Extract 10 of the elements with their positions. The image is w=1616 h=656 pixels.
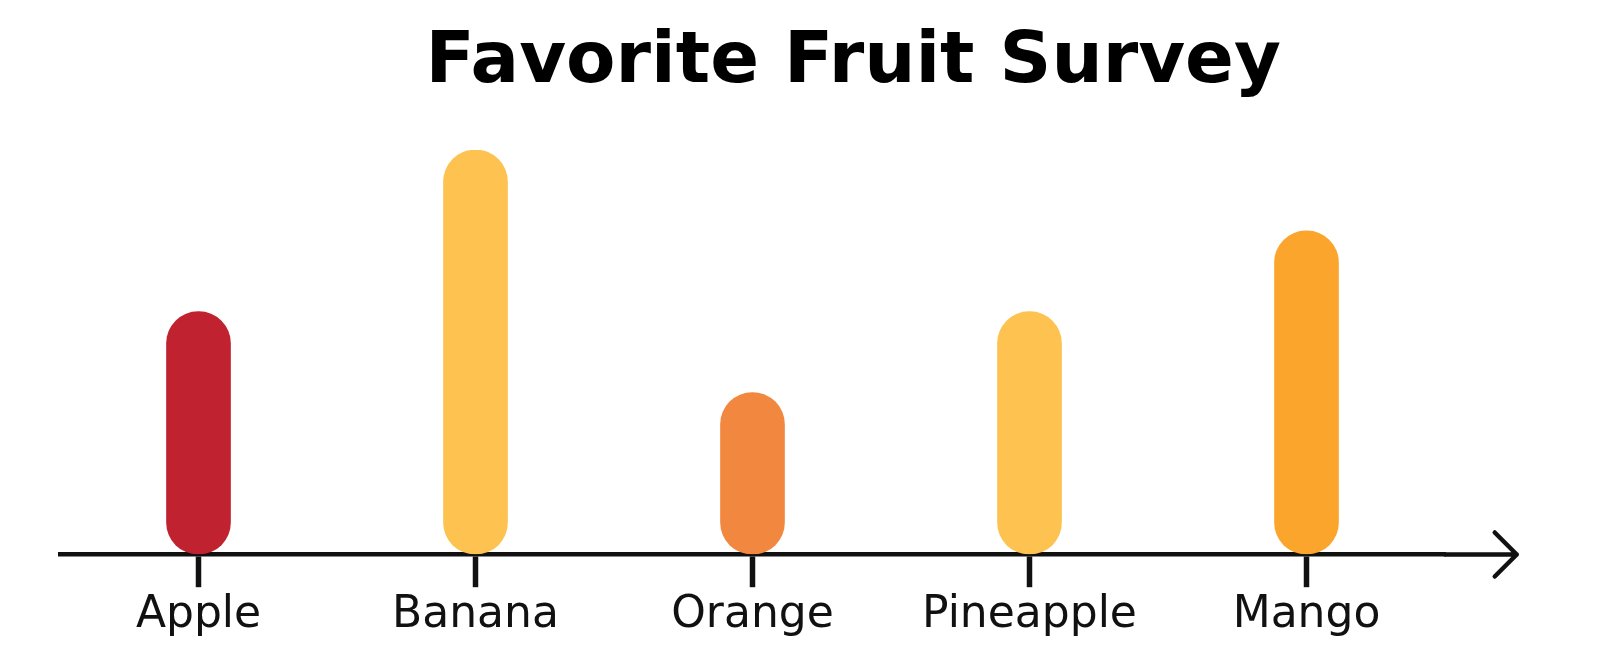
bar xyxy=(997,311,1062,555)
x-tick-label: Mango xyxy=(1232,586,1381,638)
x-tick-label: Banana xyxy=(392,586,559,638)
bar xyxy=(443,150,508,555)
chart-title: Favorite Fruit Survey xyxy=(425,15,1281,99)
x-tick-label: Apple xyxy=(135,586,262,638)
bar xyxy=(1274,230,1339,555)
bar xyxy=(166,311,231,555)
x-tick-label: Pineapple xyxy=(922,586,1137,638)
x-tick-label: Orange xyxy=(671,586,834,638)
